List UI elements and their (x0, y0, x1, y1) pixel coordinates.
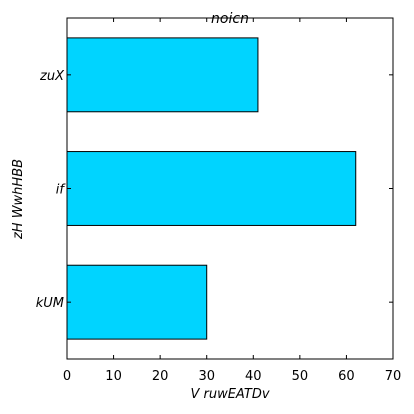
x-tick-label: 0 (63, 369, 71, 384)
bar-group (66, 37, 357, 340)
bar-if (66, 151, 357, 226)
x-axis-label: V ruwEATDv (190, 387, 269, 402)
x-tick-label: 60 (338, 369, 355, 384)
x-tick-label: 50 (292, 369, 309, 384)
bar-zuX (66, 37, 259, 113)
category-label: kUM (36, 296, 64, 311)
plot-frame (66, 17, 394, 360)
y-axis-label: zH WwhHBB (11, 159, 26, 240)
chart-title: noicn (211, 11, 249, 27)
category-label: zuX (39, 69, 65, 84)
x-axis-ticks: 0 10 20 30 40 50 60 70 (63, 18, 401, 384)
y-axis-category-labels: zuX if kUM (36, 69, 67, 311)
bar-kUM (66, 264, 208, 340)
category-label: if (56, 183, 67, 198)
x-tick-label: 20 (152, 369, 169, 384)
x-tick-label: 10 (105, 369, 122, 384)
x-tick-label: 30 (198, 369, 215, 384)
x-tick-label: 40 (245, 369, 262, 384)
x-tick-label: 70 (385, 369, 402, 384)
